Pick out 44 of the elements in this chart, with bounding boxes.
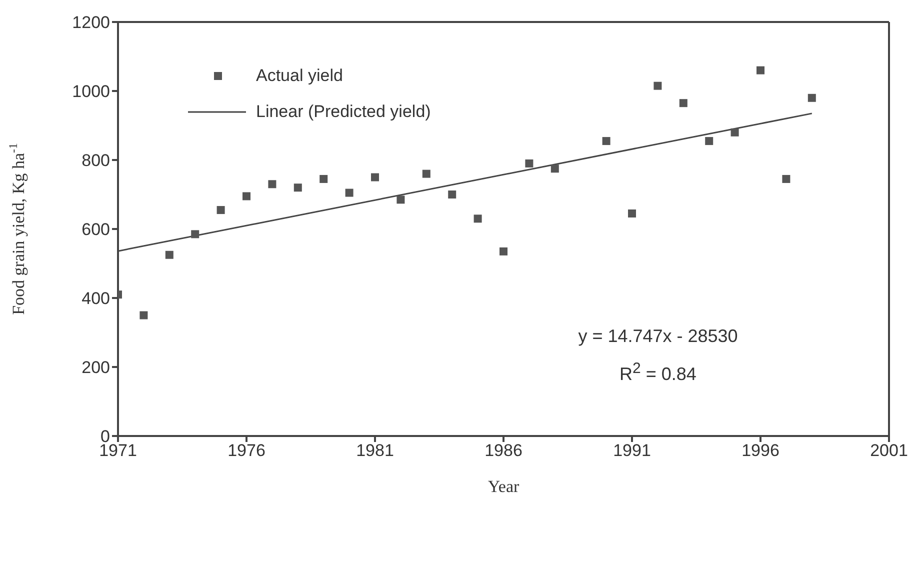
point: [525, 159, 534, 168]
legend-label: Actual yield: [256, 66, 343, 86]
point: [294, 184, 302, 192]
point: [654, 82, 662, 90]
y-tick-label: 1200: [72, 13, 110, 32]
point: [422, 170, 430, 178]
point: [165, 250, 174, 259]
x-axis-title: Year: [488, 477, 520, 496]
point: [628, 209, 636, 218]
point: [216, 206, 225, 214]
y-tick-label: 600: [82, 220, 110, 240]
y-tick-label: 1000: [72, 82, 110, 102]
annotation: y = 14.747x - 28530: [577, 326, 739, 347]
point: [550, 164, 559, 173]
point: [730, 128, 739, 136]
point: [268, 180, 276, 188]
point: [320, 174, 328, 183]
point: [140, 311, 148, 320]
point: [782, 174, 790, 183]
x-tick-label: 2001: [870, 441, 908, 460]
annotation: R$^{2}$ = 0.84: [618, 360, 698, 385]
y-tick-label: 200: [82, 358, 110, 378]
point: [602, 137, 610, 146]
point: [371, 173, 379, 182]
y-tick-label: 400: [82, 289, 110, 308]
point: [756, 66, 764, 74]
point: [396, 196, 405, 204]
point: [705, 137, 714, 146]
y-tick-label: 800: [82, 151, 110, 170]
x-tick-label: 1981: [356, 441, 394, 460]
legend-label: Linear (Predicted yield): [256, 102, 431, 122]
x-tick-label: 1976: [228, 441, 266, 460]
point: [808, 94, 816, 102]
point: [500, 247, 508, 256]
point: [474, 214, 482, 223]
x-tick-label: 1991: [613, 441, 651, 460]
point: [679, 99, 688, 108]
point: [191, 230, 200, 238]
x-tick-label: 1971: [99, 441, 137, 460]
x-tick-label: 1996: [742, 441, 780, 460]
point: [448, 190, 456, 198]
x-tick-label: 1986: [484, 441, 522, 460]
point: [345, 188, 354, 197]
point: [242, 192, 250, 200]
